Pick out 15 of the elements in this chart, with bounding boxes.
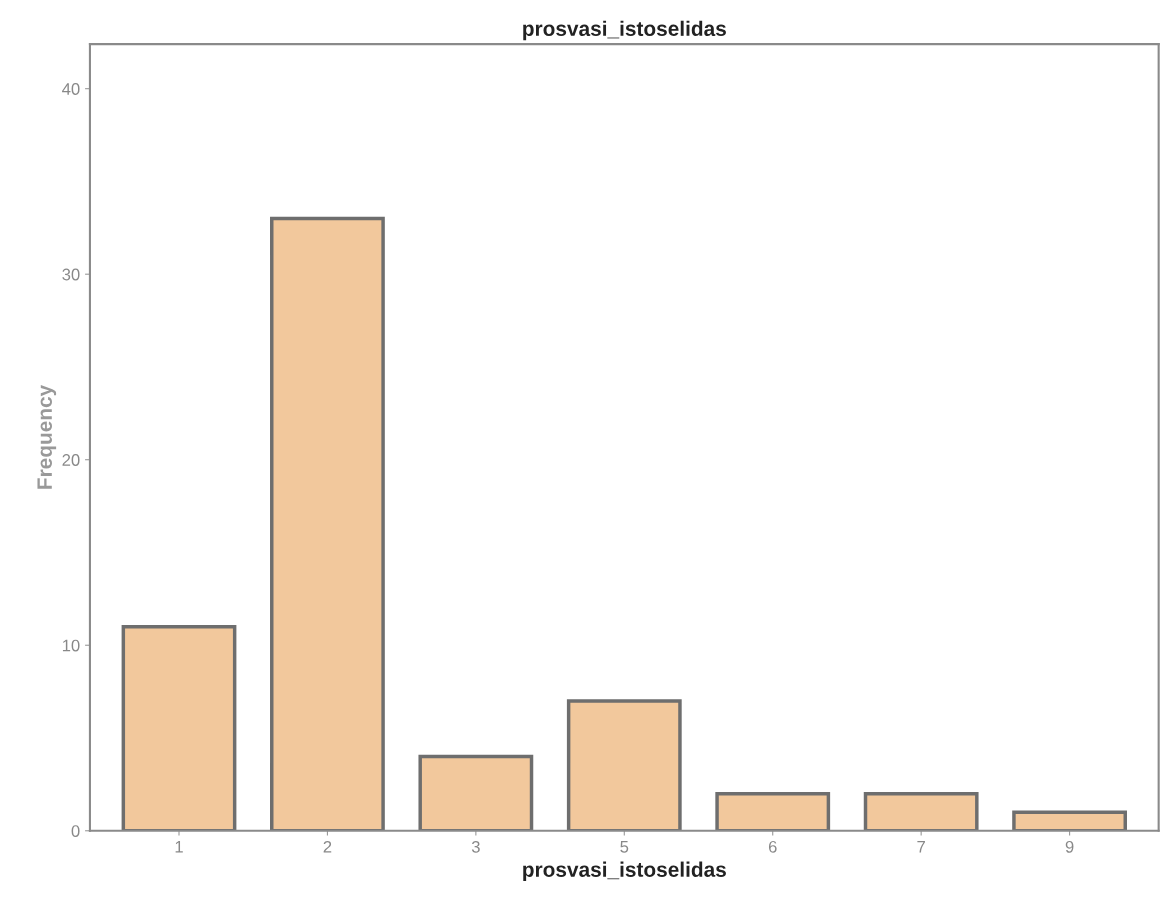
x-tick-label: 6 (768, 840, 777, 853)
x-tick-label: 2 (323, 840, 332, 853)
y-tick-label: 0 (71, 825, 80, 837)
chart-title: prosvasi_istoselidas (523, 20, 726, 41)
x-tick-label: 7 (917, 841, 925, 853)
x-tick-label: 9 (1065, 840, 1074, 853)
x-axis-title: prosvasi_istoselidas (523, 861, 726, 881)
x-tick-label: 1 (175, 841, 183, 853)
y-axis-title: Frequency (37, 384, 57, 489)
x-tick-label: 3 (471, 840, 480, 853)
x-tick-label: 5 (620, 841, 629, 853)
y-tick-label: 30 (62, 268, 80, 281)
y-tick-label: 10 (62, 639, 80, 652)
y-tick-label: 20 (62, 454, 80, 466)
y-tick-label: 40 (62, 83, 80, 95)
